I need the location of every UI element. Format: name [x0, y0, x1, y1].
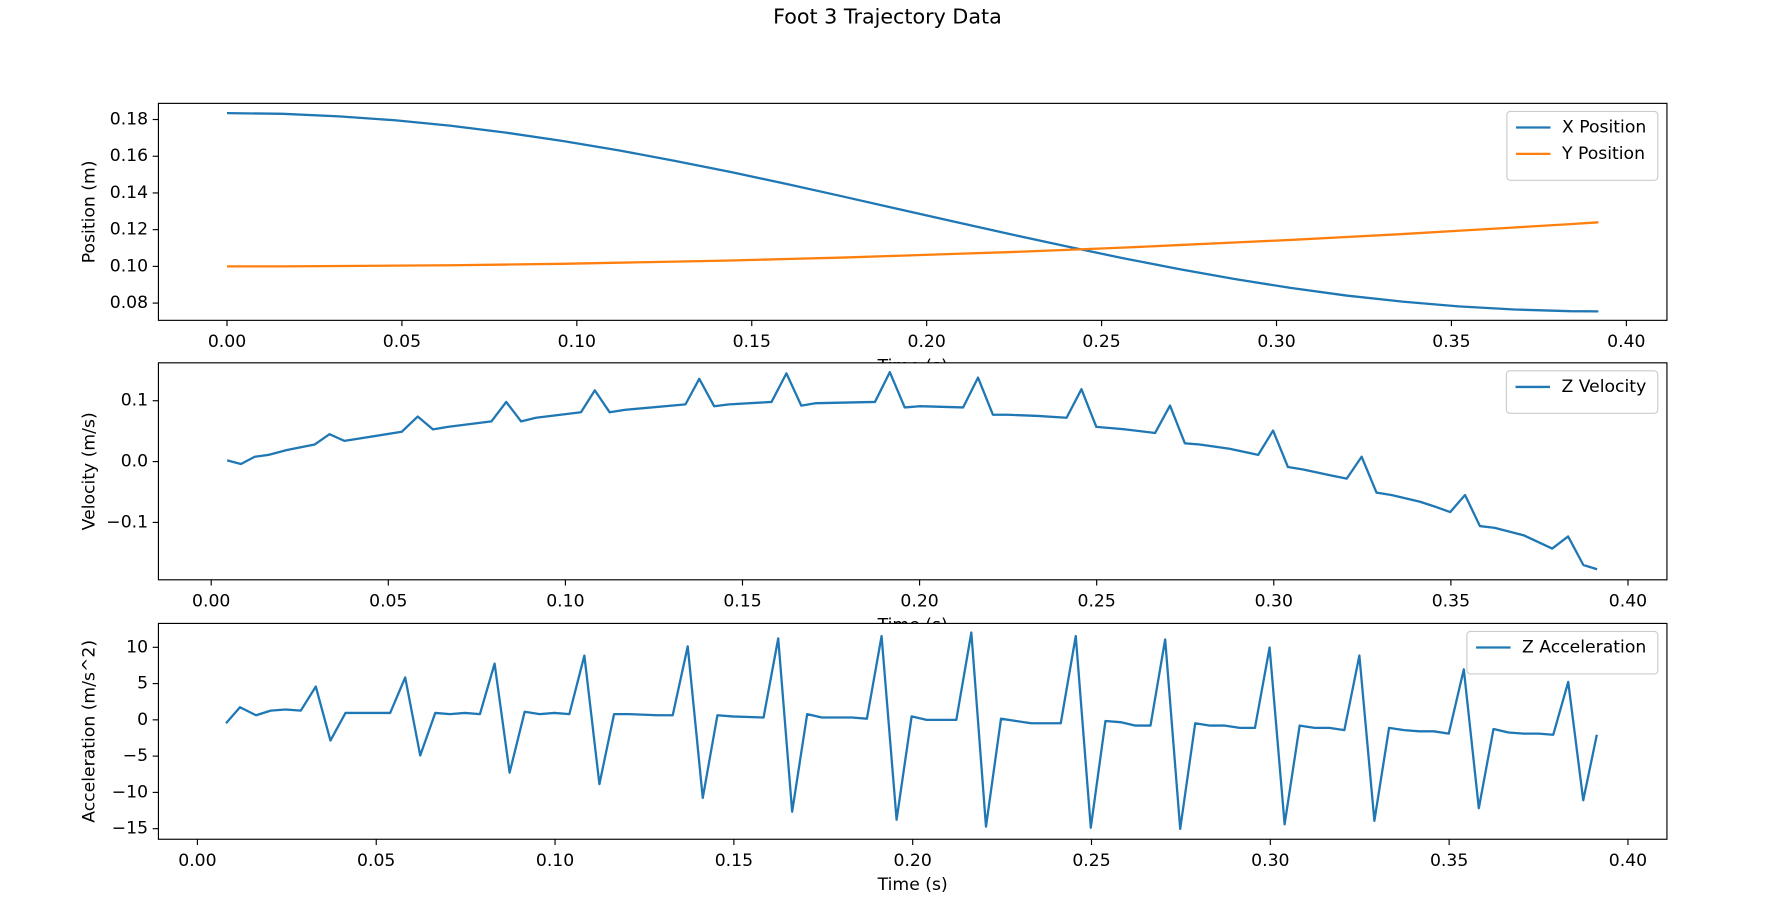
legend-frame: [1505, 370, 1659, 414]
subplot: 0.00 0.05 0.10 0.15 0.20 0.25 0.30 0.35 0.40 −0.1…: [80, 362, 1668, 636]
legend: X Position Y Position: [1506, 110, 1659, 181]
x-tick-label: 0.40: [1609, 592, 1647, 612]
x-tick-label: 0.30: [1251, 851, 1289, 871]
x-tick-label: 0.40: [1607, 332, 1645, 352]
axes-frame: [157, 362, 1668, 581]
y-axis-label: Position (m): [80, 160, 100, 263]
figure-title: Foot 3 Trajectory Data: [773, 4, 1002, 28]
y-tick-label: 0.10: [110, 256, 148, 276]
legend-label: Y Position: [1561, 144, 1645, 164]
data-line: [226, 111, 1599, 313]
y-tick-label: 10: [126, 637, 148, 657]
x-tick-label: 0.00: [178, 851, 216, 871]
x-tick-label: 0.10: [536, 851, 574, 871]
subplot: 0.00 0.05 0.10 0.15 0.20 0.25 0.30 0.35 0.40 −15 −…: [80, 622, 1668, 895]
y-axis-label: Velocity (m/s): [80, 412, 100, 530]
x-tick-label: 0.00: [208, 332, 246, 352]
legend: Z Acceleration: [1466, 630, 1659, 675]
y-tick-label: 0.18: [110, 110, 148, 130]
x-tick-label: 0.40: [1609, 851, 1647, 871]
y-tick-label: 0.16: [110, 146, 148, 166]
x-tick-label: 0.10: [546, 592, 584, 612]
data-line: [226, 221, 1599, 268]
x-tick-label: 0.20: [900, 592, 938, 612]
legend-label: X Position: [1562, 117, 1646, 137]
x-tick-label: 0.00: [192, 592, 230, 612]
x-tick-label: 0.05: [357, 851, 395, 871]
x-tick-label: 0.15: [723, 592, 761, 612]
x-tick-label: 0.25: [1072, 851, 1110, 871]
plot-area: [226, 111, 1599, 313]
y-axis-label: Acceleration (m/s^2): [80, 640, 100, 823]
y-tick-label: −5: [123, 746, 148, 766]
data-line: [226, 370, 1598, 571]
x-tick-label: 0.20: [908, 332, 946, 352]
x-tick-label: 0.25: [1082, 332, 1120, 352]
x-tick-label: 0.30: [1255, 592, 1293, 612]
x-tick-label: 0.35: [1432, 592, 1470, 612]
axes-frame: [157, 102, 1668, 321]
x-tick-label: 0.05: [383, 332, 421, 352]
plot-area: [226, 370, 1598, 571]
y-tick-label: 0: [137, 710, 148, 730]
legend-label: Z Acceleration: [1522, 638, 1646, 658]
x-tick-label: 0.35: [1432, 332, 1470, 352]
axes-background: [158, 362, 1667, 580]
x-axis-label: Time (s): [877, 875, 948, 895]
subplot: 0.00 0.05 0.10 0.15 0.20 0.25 0.30 0.35 0.40 0.08…: [80, 102, 1668, 376]
x-tick-label: 0.05: [369, 592, 407, 612]
y-tick-label: 0.14: [110, 183, 148, 203]
legend: Z Velocity: [1505, 370, 1659, 414]
y-tick-label: 0.1: [121, 391, 148, 411]
x-tick-label: 0.25: [1078, 592, 1116, 612]
x-tick-label: 0.30: [1257, 332, 1295, 352]
x-tick-label: 0.20: [894, 851, 932, 871]
x-tick-label: 0.15: [715, 851, 753, 871]
data-line: [225, 631, 1598, 831]
x-tick-label: 0.10: [558, 332, 596, 352]
y-tick-label: −0.1: [106, 512, 148, 532]
y-tick-label: −15: [112, 819, 148, 839]
y-tick-label: 5: [137, 674, 148, 694]
y-tick-label: 0.0: [121, 452, 148, 472]
plot-area: [225, 631, 1598, 831]
legend-frame: [1466, 630, 1659, 675]
y-tick-label: 0.08: [110, 293, 148, 313]
legend-label: Z Velocity: [1561, 377, 1646, 397]
x-tick-label: 0.15: [733, 332, 771, 352]
y-tick-label: −10: [112, 782, 148, 802]
y-tick-label: 0.12: [110, 220, 148, 240]
x-tick-label: 0.35: [1430, 851, 1468, 871]
